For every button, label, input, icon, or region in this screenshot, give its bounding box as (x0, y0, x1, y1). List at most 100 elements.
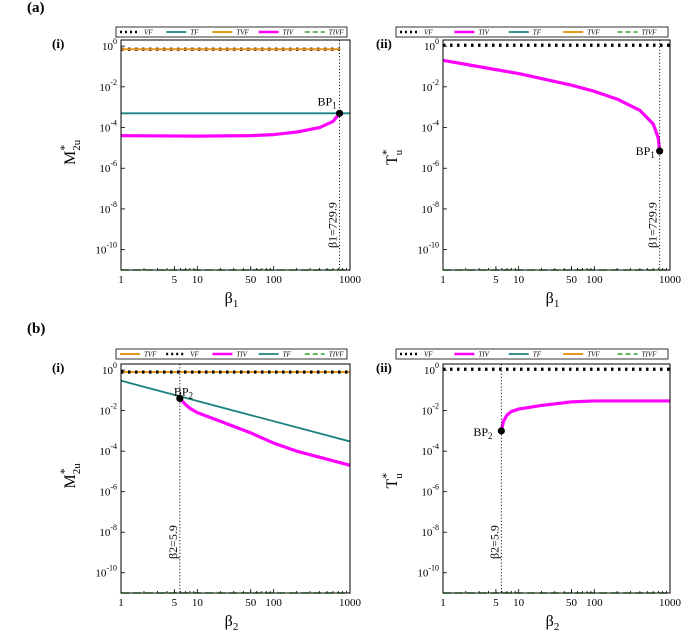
bifurcation-label: β2=5.9 (166, 525, 180, 559)
x-tick-label: 50 (245, 597, 257, 609)
legend-label-tf: TF (533, 29, 542, 37)
legend-label-tiv: TIV (283, 29, 294, 37)
x-tick-label: 100 (265, 274, 282, 286)
y-tick-label: 10-6 (421, 483, 439, 499)
panel-label: (i) (52, 360, 64, 375)
legend-label-tivf: TIVF (329, 351, 345, 359)
bp-label: BP2 (174, 384, 193, 400)
x-axis-label: β1 (225, 290, 239, 310)
plot-frame (442, 363, 671, 594)
x-tick-label: 50 (566, 597, 578, 609)
x-tick-label: 50 (245, 274, 257, 286)
legend-label-vf: VF (424, 29, 433, 37)
bifurcation-label: β1=729.9 (646, 202, 660, 248)
y-tick-label: 10-2 (421, 78, 439, 94)
legend: VF TIV TF TVF TIVF (395, 348, 669, 360)
y-tick-label: 10-6 (99, 159, 117, 175)
y-tick-label: 10-8 (421, 200, 439, 216)
x-tick-label: 100 (586, 274, 603, 286)
panel-a-ii: (ii) VF TIV TF TVF TIVF β1=729.9 BP1 1 5 10 50 100 10… (376, 26, 682, 310)
x-axis-label: β2 (225, 613, 239, 633)
legend-label-tf: TF (190, 29, 199, 37)
x-tick-label: 1000 (659, 274, 682, 286)
x-tick-label: 10 (513, 274, 525, 286)
row-label: (a) (27, 0, 45, 16)
series-tiv (499, 399, 670, 433)
x-tick-label: 1 (118, 274, 124, 286)
y-tick-label: 10-6 (421, 159, 439, 175)
legend-label-vf: VF (424, 351, 433, 359)
y-tick-label: 100 (102, 37, 117, 53)
x-tick-label: 10 (513, 597, 525, 609)
y-tick-label: 100 (102, 361, 117, 377)
legend-label-tiv: TIV (478, 29, 489, 37)
legend-label-tvf: TVF (236, 29, 249, 37)
legend-label-tivf: TIVF (642, 29, 658, 37)
y-tick-label: 10-10 (417, 564, 439, 580)
y-tick-label: 10-4 (99, 442, 117, 458)
panel-b-i: (b) (i) TVF VF TIV TF TIVF β2=5.9 BP2 1 5 10 50 100 10… (27, 321, 362, 633)
x-tick-label: 10 (192, 597, 204, 609)
x-axis-label: β2 (546, 613, 560, 633)
panel-label: (ii) (376, 360, 392, 375)
legend: VF TF TVF TIV TIVF (115, 26, 348, 38)
legend-label-tiv: TIV (236, 351, 247, 359)
x-tick-label: 5 (172, 274, 178, 286)
y-tick-label: 10-8 (421, 523, 439, 539)
legend-label-tf: TF (533, 351, 542, 359)
bp-marker (497, 427, 505, 435)
legend-label-tf: TF (283, 351, 292, 359)
x-tick-label: 5 (493, 274, 499, 286)
y-tick-label: 10-10 (95, 564, 117, 580)
plot-frame (120, 363, 351, 594)
panel-label: (i) (52, 36, 64, 51)
panel-label: (ii) (376, 36, 392, 51)
bp-marker (656, 147, 664, 155)
panel-a-i: (a) (i) VF TF TVF TIV TIVF β1=729.9 BP1 1 5 10 50 100… (27, 0, 362, 310)
bp-label: BP1 (318, 94, 337, 110)
x-tick-label: 10 (192, 274, 204, 286)
y-tick-label: 10-2 (99, 402, 117, 418)
legend-label-vf: VF (144, 29, 153, 37)
x-tick-label: 1000 (659, 597, 682, 609)
bifurcation-label: β1=729.9 (326, 202, 340, 248)
x-axis-label: β1 (546, 290, 560, 310)
y-tick-label: 10-10 (417, 241, 439, 257)
y-tick-label: 10-4 (421, 442, 439, 458)
y-tick-label: 100 (424, 361, 439, 377)
y-tick-label: 10-4 (99, 119, 117, 135)
plot-frame (120, 39, 351, 271)
x-tick-label: 1 (440, 274, 446, 286)
x-tick-label: 50 (566, 274, 578, 286)
x-tick-label: 1 (118, 597, 124, 609)
bp-label: BP1 (636, 144, 655, 160)
y-tick-label: 10-4 (421, 119, 439, 135)
y-axis-label: M*2u (57, 463, 83, 489)
series-tiv (121, 111, 342, 138)
bp-label: BP2 (473, 425, 492, 441)
y-tick-label: 10-6 (99, 483, 117, 499)
x-tick-label: 1 (440, 597, 446, 609)
bp-marker (176, 394, 184, 403)
legend-label-tivf: TIVF (329, 29, 345, 37)
y-tick-label: 10-2 (99, 78, 117, 94)
y-tick-label: 10-10 (95, 241, 117, 257)
legend-label-tiv: TIV (478, 351, 489, 359)
x-tick-label: 1000 (339, 597, 362, 609)
y-tick-label: 10-8 (99, 523, 117, 539)
series-tf (121, 379, 350, 443)
y-tick-label: 10-2 (421, 402, 439, 418)
legend-label-tvf: TVF (587, 351, 600, 359)
x-tick-label: 1000 (339, 274, 362, 286)
y-tick-label: 10-8 (99, 200, 117, 216)
legend: TVF VF TIV TF TIVF (115, 348, 348, 360)
x-tick-label: 5 (493, 597, 499, 609)
x-tick-label: 5 (172, 597, 178, 609)
legend-box (395, 348, 669, 360)
series-tiv (178, 396, 350, 467)
y-axis-label: M*2u (57, 139, 83, 165)
y-tick-label: 100 (424, 37, 439, 53)
row-label: (b) (27, 321, 45, 337)
series-tiv (443, 58, 662, 153)
bifurcation-label: β2=5.9 (487, 525, 501, 559)
